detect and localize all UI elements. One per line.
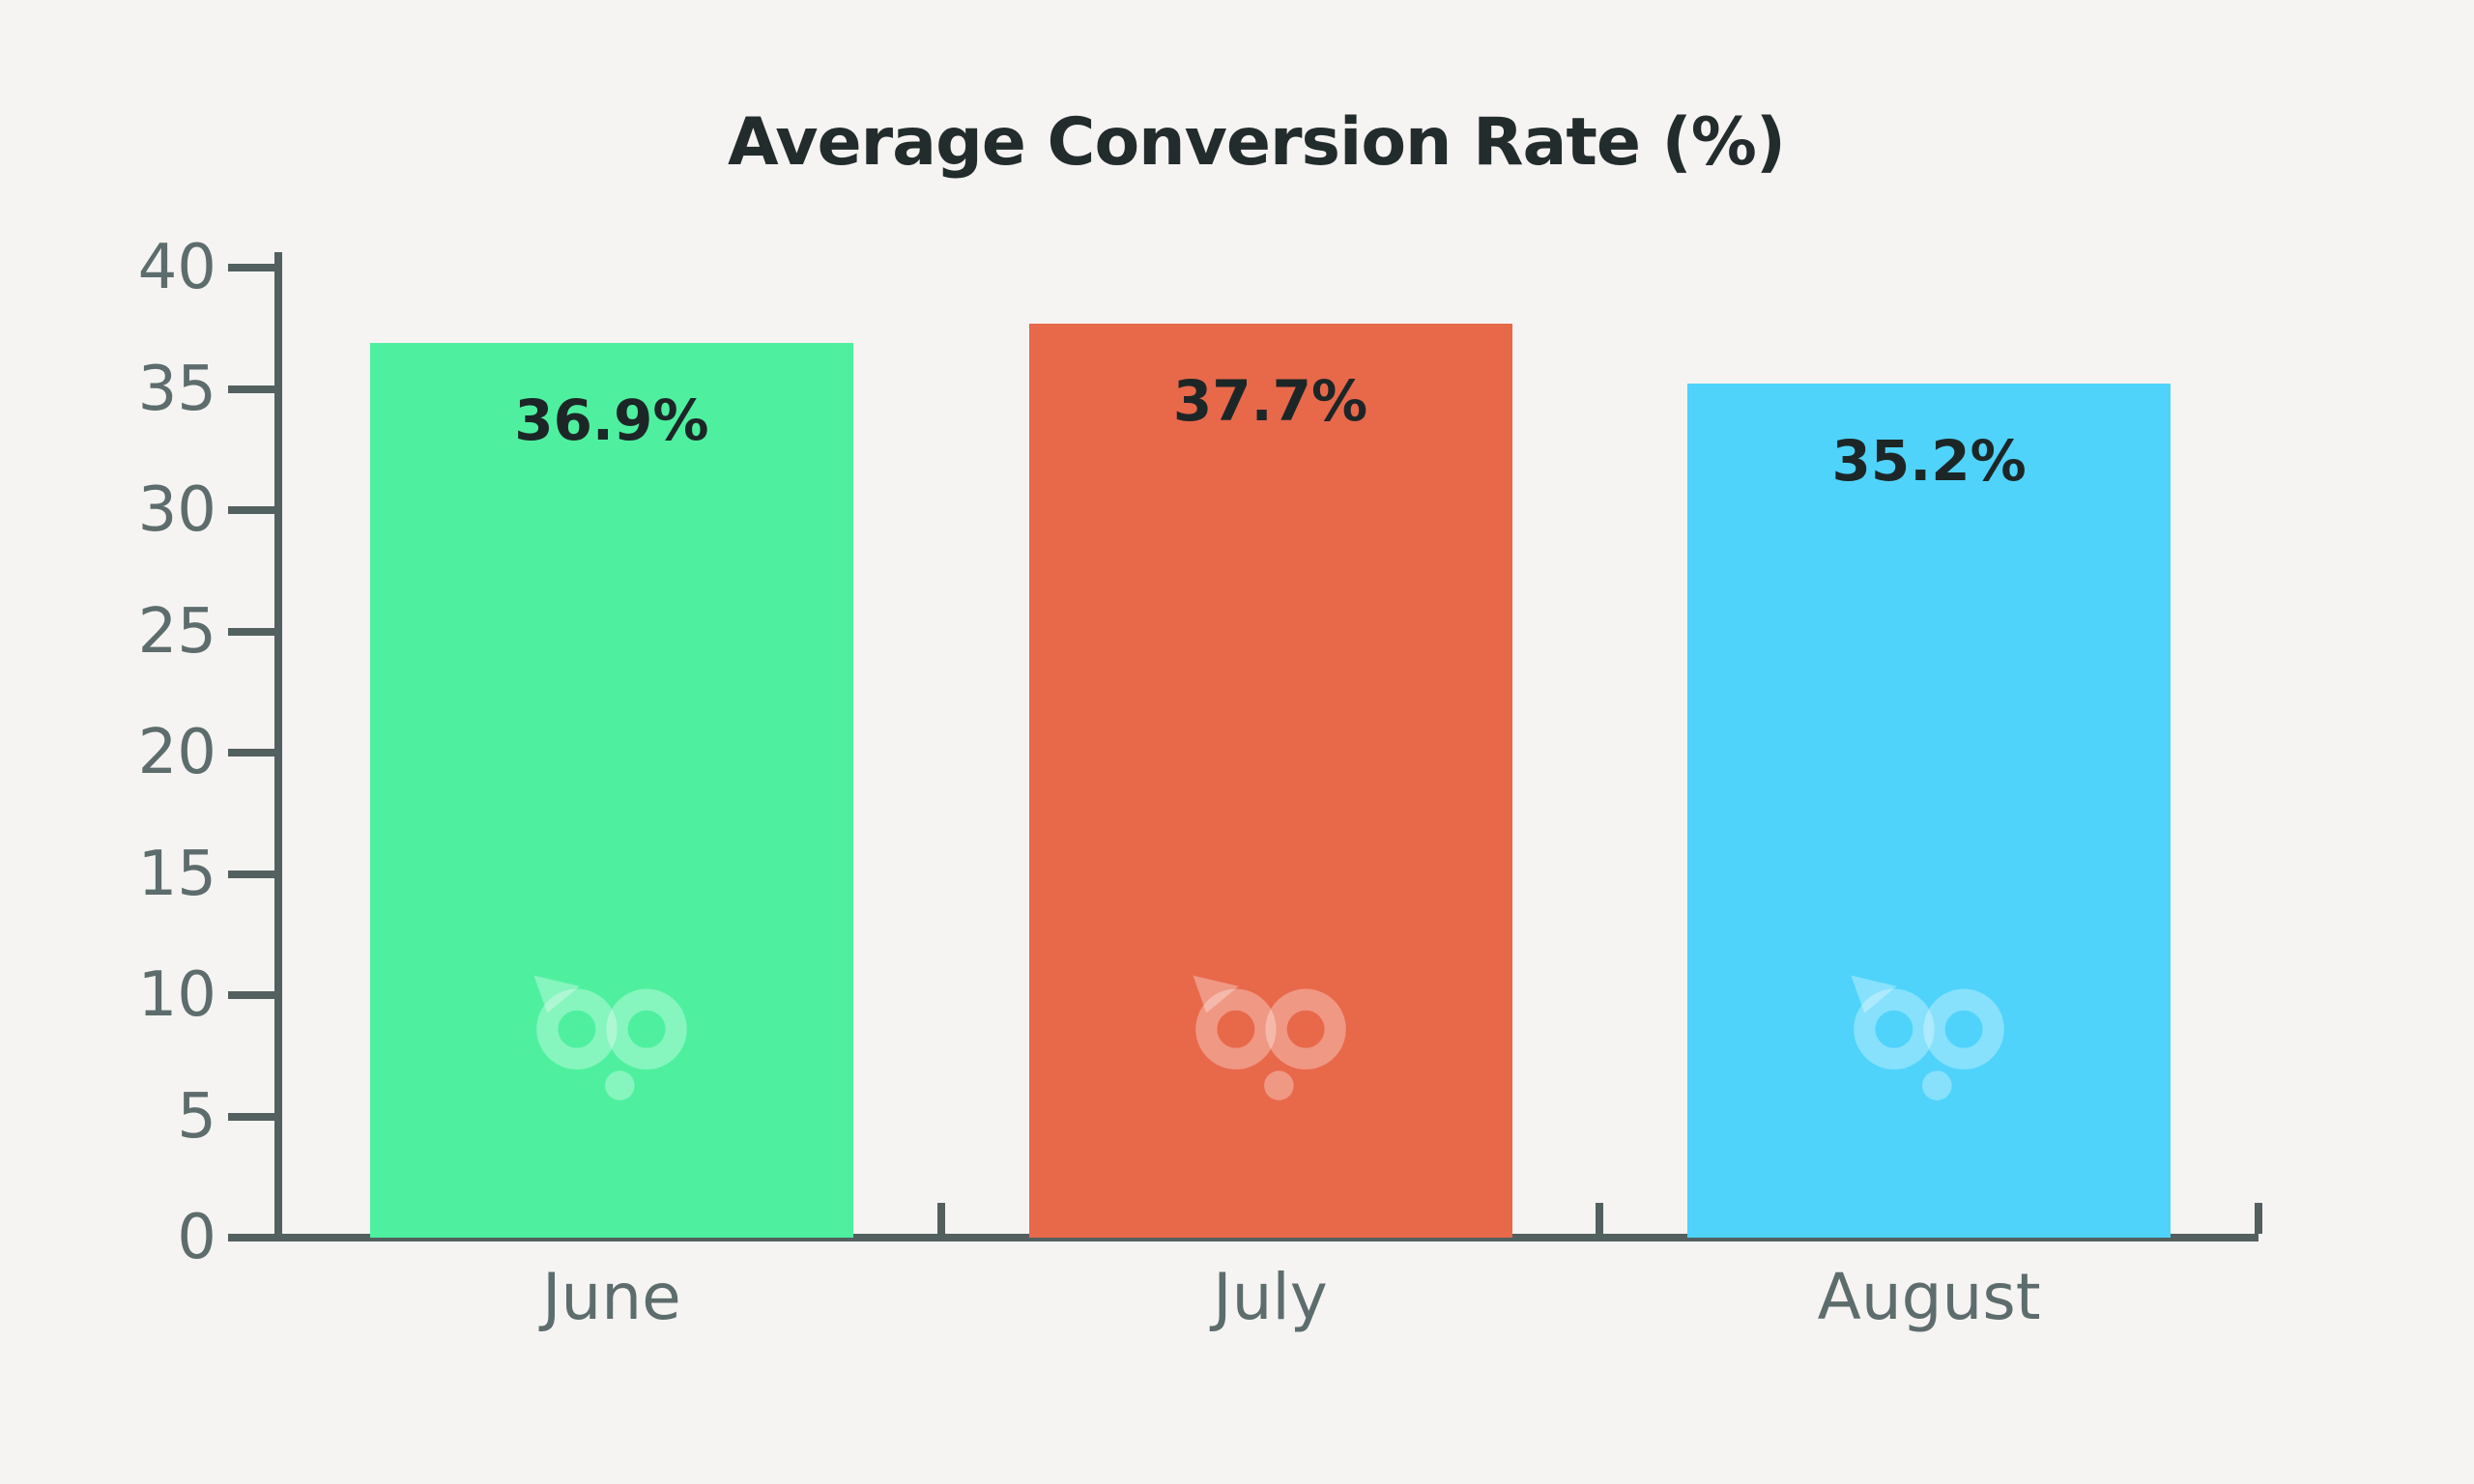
bar-value-label: 36.9% [514,386,709,453]
x-axis-label-june: June [541,1260,681,1334]
bar-july: 37.7% [1028,323,1512,1238]
y-axis-tick-label: 15 [137,838,216,910]
y-axis-tick-label: 10 [137,959,216,1031]
y-axis-line [274,252,282,1241]
y-axis-tick-label: 5 [177,1080,216,1153]
bar-june: 36.9% [369,342,853,1238]
bar-august: 35.2% [1687,384,2172,1238]
bar-value-label: 37.7% [1172,367,1368,434]
x-axis-tick [2255,1203,2262,1234]
bp-watermark-icon [533,975,687,1100]
y-axis-tick [228,627,274,636]
bp-watermark-icon [1851,975,2004,1100]
y-axis-tick-label: 30 [137,474,216,546]
y-axis-tick-label: 35 [137,353,216,425]
x-axis-label-august: August [1817,1260,2041,1334]
y-axis-tick [228,264,274,271]
y-axis-tick [228,749,274,756]
y-axis-tick [228,991,274,999]
bp-watermark-icon [1192,975,1346,1100]
y-axis-tick [228,1112,274,1121]
y-axis-tick-label: 40 [137,232,216,303]
y-axis-tick-label: 20 [137,717,216,788]
y-axis-tick-label: 0 [177,1202,216,1273]
bar-value-label: 35.2% [1831,428,2027,495]
y-axis-tick [228,506,274,514]
chart-title: Average Conversion Rate (%) [728,104,1786,181]
x-axis-tick [1596,1203,1604,1234]
y-axis-tick [228,1234,274,1241]
y-axis-tick-label: 25 [137,595,216,668]
y-axis-tick [228,385,274,393]
y-axis-tick [228,870,274,878]
x-axis-tick [936,1203,945,1234]
x-axis-label-july: July [1213,1260,1328,1334]
x-axis-line [274,1234,2258,1241]
